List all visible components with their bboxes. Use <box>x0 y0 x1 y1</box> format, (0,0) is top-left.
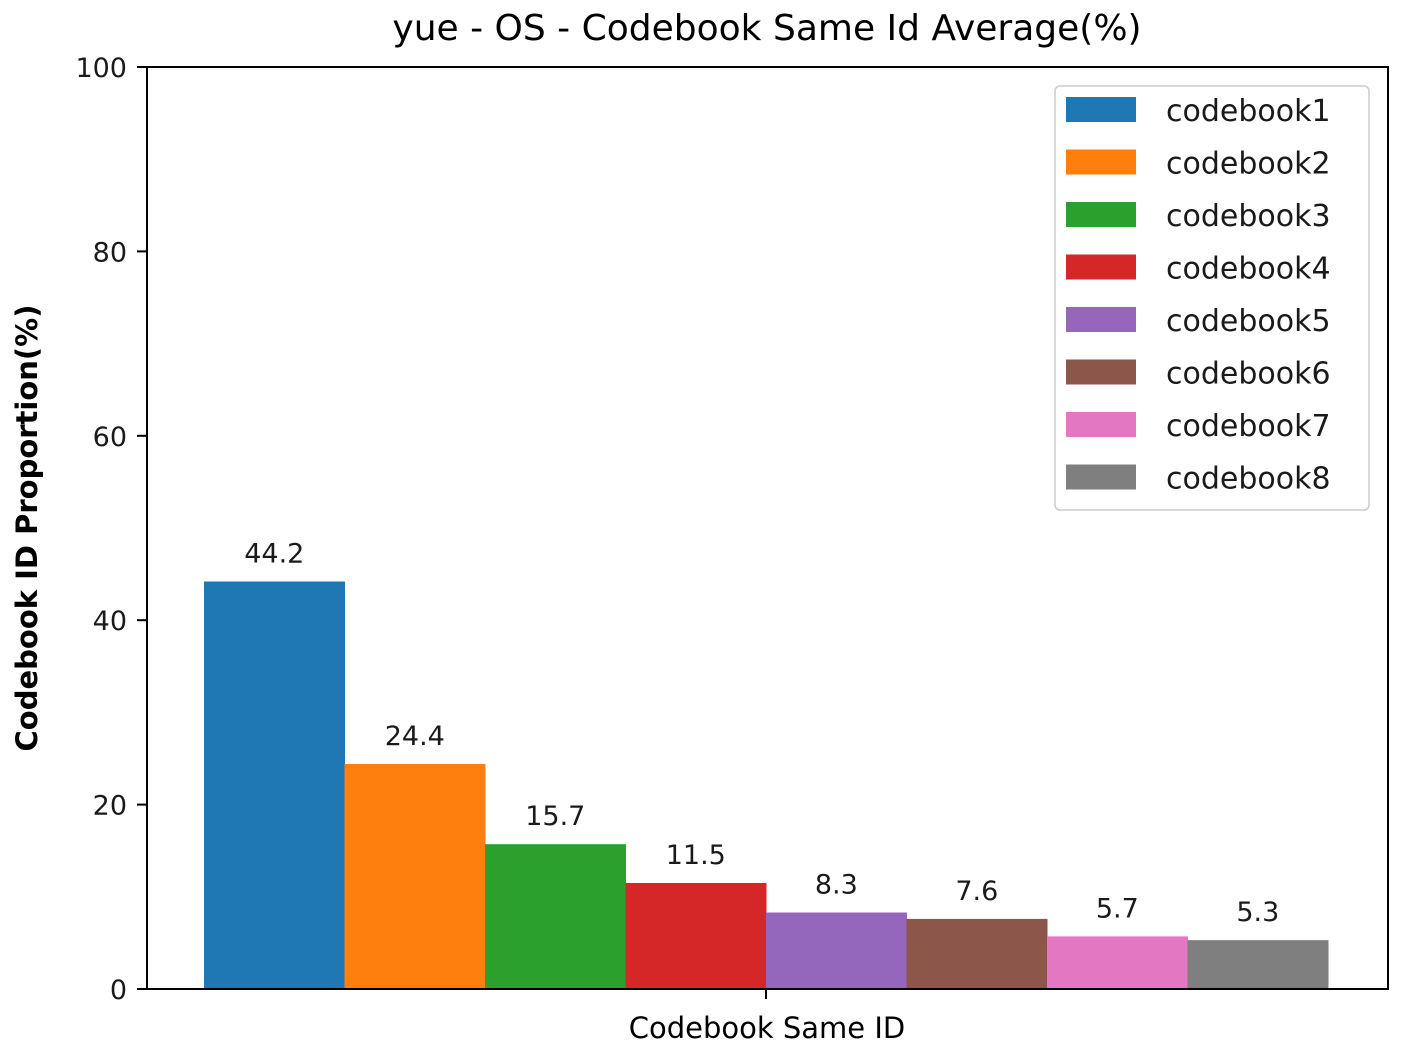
legend-swatch-codebook6 <box>1066 359 1136 385</box>
legend-swatch-codebook4 <box>1066 254 1136 280</box>
y-tick-label: 80 <box>93 237 127 268</box>
legend-swatch-codebook5 <box>1066 307 1136 332</box>
data-label-codebook4: 11.5 <box>666 840 726 871</box>
bars-group <box>204 581 1329 989</box>
legend: codebook1 codebook2 codebook3 codebook4 code… <box>1054 85 1370 511</box>
chart-title: yue - OS - Codebook Same Id Average(%) <box>392 8 1141 49</box>
data-label-codebook2: 24.4 <box>385 721 445 752</box>
legend-label-codebook7: codebook7 <box>1166 409 1331 444</box>
data-label-codebook3: 15.7 <box>525 801 585 832</box>
data-labels-group: 44.2 24.4 15.7 11.5 8.3 7.6 5.7 5.3 <box>244 539 1279 929</box>
data-label-codebook7: 5.7 <box>1096 893 1139 924</box>
legend-swatch-codebook7 <box>1066 412 1136 437</box>
legend-swatch-codebook1 <box>1066 97 1136 122</box>
y-axis-label: Codebook ID Proportion(%) <box>10 305 44 752</box>
bar-codebook4 <box>625 883 767 989</box>
y-tick-label: 40 <box>93 606 127 637</box>
legend-label-codebook1: codebook1 <box>1166 94 1331 129</box>
legend-swatch-codebook2 <box>1066 149 1136 175</box>
bar-codebook2 <box>344 764 486 989</box>
bar-codebook7 <box>1047 936 1188 989</box>
legend-label-codebook5: codebook5 <box>1166 304 1331 339</box>
legend-swatch-codebook3 <box>1066 202 1136 227</box>
bar-codebook6 <box>906 918 1048 989</box>
bar-codebook1 <box>204 581 345 989</box>
bar-codebook3 <box>485 844 626 989</box>
y-axis: 0 20 40 60 80 100 <box>75 53 147 1006</box>
plot-frame <box>146 66 1389 990</box>
bar-codebook5 <box>766 912 907 989</box>
data-label-codebook5: 8.3 <box>815 870 858 901</box>
data-label-codebook8: 5.3 <box>1236 897 1279 928</box>
legend-box <box>1054 85 1370 511</box>
bar-codebook8 <box>1187 940 1329 989</box>
y-tick-label: 20 <box>93 791 127 822</box>
legend-label-codebook3: codebook3 <box>1166 199 1331 234</box>
y-tick-label: 60 <box>93 422 127 453</box>
legend-swatch-codebook8 <box>1066 464 1136 490</box>
y-tick-label: 100 <box>75 53 127 84</box>
data-label-codebook1: 44.2 <box>244 539 304 570</box>
data-label-codebook6: 7.6 <box>955 876 998 907</box>
legend-label-codebook4: codebook4 <box>1166 252 1331 287</box>
x-axis-label: Codebook Same ID <box>629 1011 906 1045</box>
legend-label-codebook2: codebook2 <box>1166 147 1331 182</box>
legend-label-codebook6: codebook6 <box>1166 357 1331 392</box>
legend-label-codebook8: codebook8 <box>1166 462 1331 497</box>
y-tick-label: 0 <box>110 975 127 1006</box>
